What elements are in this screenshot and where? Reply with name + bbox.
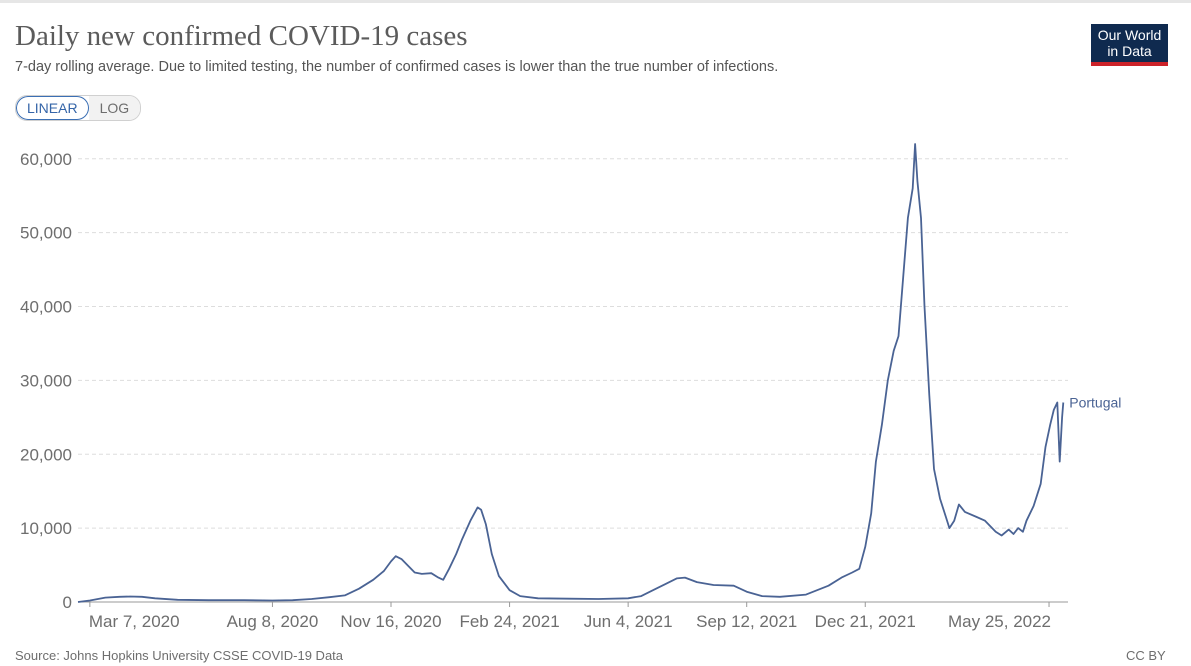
logo-line-1: Our World	[1097, 27, 1162, 43]
x-tick-label: Sep 12, 2021	[696, 612, 797, 631]
y-tick-label: 50,000	[20, 224, 72, 243]
x-tick-label: Feb 24, 2021	[459, 612, 559, 631]
line-chart: 0 10,000 20,000 30,000 40,000 50,000 60,000 Mar…	[20, 143, 1121, 631]
y-tick-label: 0	[63, 593, 72, 612]
x-tick-label: Dec 21, 2021	[815, 612, 916, 631]
chart-subtitle: 7-day rolling average. Due to limited te…	[15, 59, 779, 75]
x-tick-label: Jun 4, 2021	[584, 612, 673, 631]
x-tick-label: May 25, 2022	[948, 612, 1051, 631]
y-tick-label: 30,000	[20, 371, 72, 390]
owid-logo[interactable]: Our World in Data	[1091, 24, 1168, 66]
scale-toggle: LINEAR LOG	[15, 95, 142, 121]
y-tick-label: 40,000	[20, 298, 72, 317]
logo-accent-bar	[1091, 62, 1168, 66]
linear-scale-button[interactable]: LINEAR	[16, 96, 89, 120]
logo-line-2: in Data	[1107, 43, 1152, 59]
license-link[interactable]: CC BY	[1126, 648, 1166, 663]
grid-layer	[78, 158, 1068, 529]
source-note: Source: Johns Hopkins University CSSE CO…	[15, 648, 344, 663]
x-tick-label: Nov 16, 2020	[340, 612, 441, 631]
x-tick-label: Aug 8, 2020	[227, 612, 319, 631]
x-tick-label: Mar 7, 2020	[89, 612, 180, 631]
series-label-portugal: Portugal	[1069, 395, 1121, 411]
series-line-portugal	[77, 143, 1065, 603]
y-tick-label: 20,000	[20, 445, 72, 464]
axis-layer: 0 10,000 20,000 30,000 40,000 50,000 60,000 Mar…	[20, 150, 1068, 631]
series-layer: Portugal	[77, 143, 1121, 603]
top-rule	[0, 0, 1191, 3]
log-scale-button[interactable]: LOG	[88, 96, 141, 120]
y-tick-label: 60,000	[20, 150, 72, 169]
chart-title: Daily new confirmed COVID-19 cases	[15, 20, 468, 52]
y-tick-label: 10,000	[20, 519, 72, 538]
